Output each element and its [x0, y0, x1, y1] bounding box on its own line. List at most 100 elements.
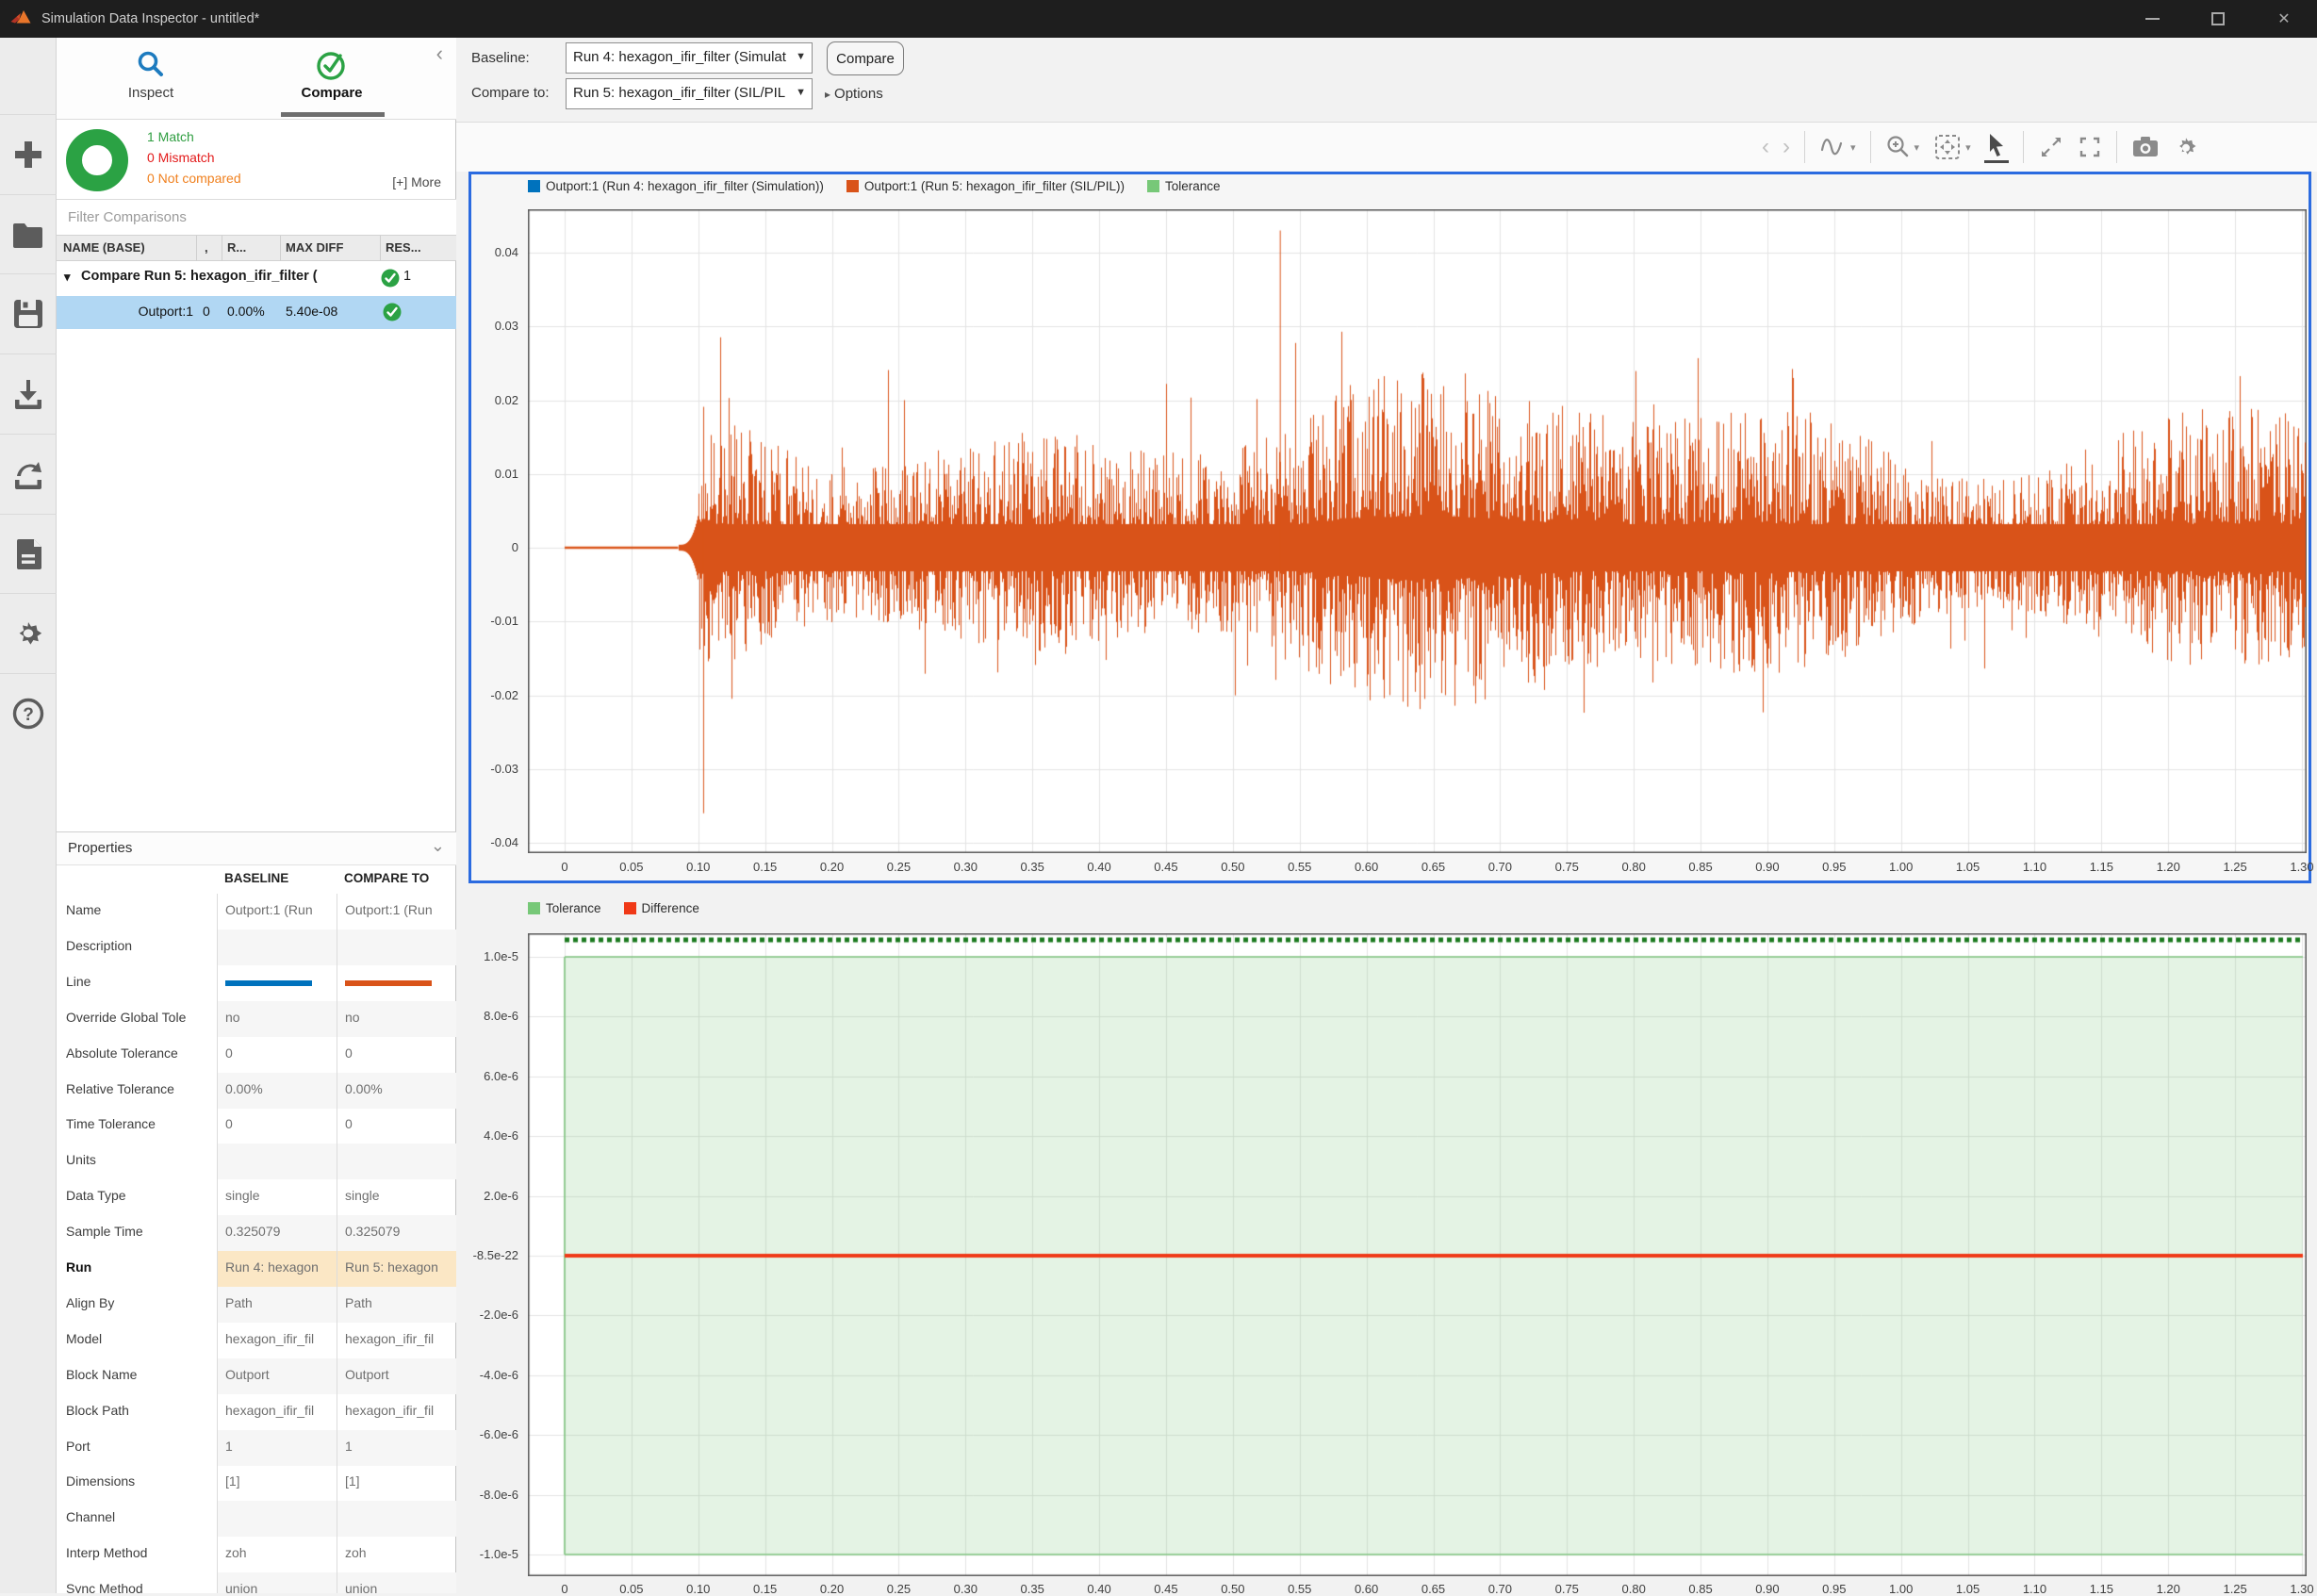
x-tick-label: 1.30 — [2290, 860, 2314, 874]
sidebar-export-icon[interactable] — [0, 433, 57, 514]
y-tick-label: -8.0e-6 — [479, 1487, 518, 1502]
legend-swatch — [846, 180, 859, 192]
sidebar-save-icon[interactable] — [0, 273, 57, 354]
property-value-baseline — [217, 964, 337, 1001]
col-rel[interactable]: R... — [227, 240, 247, 255]
fullscreen-icon[interactable] — [2078, 135, 2102, 159]
options-expander[interactable]: ▸ Options — [825, 86, 883, 102]
col-name-base[interactable]: NAME (BASE) — [63, 240, 145, 255]
properties-header[interactable]: Properties ⌄ — [57, 831, 456, 865]
previous-icon[interactable]: ‹ — [1762, 134, 1769, 159]
fit-to-view-icon[interactable]: ▾ — [1932, 133, 1971, 161]
matlab-logo — [10, 10, 31, 24]
property-row-data-type: Data Type single single — [57, 1179, 456, 1216]
property-value-compare-to: hexagon_ifir_fil — [337, 1393, 456, 1430]
chevron-down-icon[interactable]: ⌄ — [430, 836, 445, 855]
y-tick-label: -8.5e-22 — [472, 1248, 518, 1262]
minimize-button[interactable] — [2119, 0, 2185, 38]
signal-chart-plot[interactable] — [528, 209, 2307, 853]
options-caret-icon: ▸ — [825, 88, 831, 101]
x-tick-label: 0.60 — [1354, 1582, 1379, 1596]
toolbar-divider — [1804, 131, 1805, 163]
property-value-compare-to: Outport — [337, 1357, 456, 1394]
expander-icon[interactable]: ▾ — [64, 270, 71, 284]
x-tick-label: 1.00 — [1889, 1582, 1914, 1596]
svg-text:?: ? — [23, 705, 34, 725]
property-value-compare-to: 0.325079 — [337, 1215, 456, 1252]
x-tick-label: 1.05 — [1955, 860, 1980, 874]
property-row-relative-tolerance: Relative Tolerance 0.00% 0.00% — [57, 1072, 456, 1109]
legend-swatch — [623, 902, 636, 914]
baseline-label: Baseline: — [471, 50, 530, 66]
legend-swatch — [528, 180, 540, 192]
property-value-baseline — [217, 1144, 337, 1180]
property-value-compare-to: zoh — [337, 1537, 456, 1573]
signal-name: Outport:1 — [138, 304, 193, 319]
col-result[interactable]: RES... — [386, 240, 421, 255]
property-row-name: Name Outport:1 (Run Outport:1 (Run — [57, 894, 456, 930]
property-value-baseline: zoh — [217, 1537, 337, 1573]
difference-chart-plot[interactable] — [528, 933, 2307, 1576]
more-link[interactable]: [+] More — [392, 174, 441, 189]
x-tick-label: 1.15 — [2089, 1582, 2113, 1596]
col-max-diff[interactable]: MAX DIFF — [286, 240, 344, 255]
signal-abs-diff: 0 — [203, 304, 210, 319]
y-tick-label: 0 — [511, 540, 518, 554]
y-tick-label: 0.01 — [494, 466, 518, 481]
property-row-interp-method: Interp Method zoh zoh — [57, 1537, 456, 1573]
collapse-panel-icon[interactable]: ‹ — [435, 41, 443, 65]
y-tick-label: 0.04 — [494, 245, 518, 259]
comparison-group-row[interactable]: ▾ Compare Run 5: hexagon_ifir_filter ( 1 — [57, 261, 456, 296]
not-compared-count: 0 Not compared — [147, 171, 241, 186]
legend-item: Tolerance — [1147, 179, 1221, 193]
sidebar-add-icon[interactable] — [0, 114, 57, 194]
next-icon[interactable]: › — [1783, 134, 1790, 159]
zoom-in-icon[interactable]: ▾ — [1885, 134, 1919, 160]
snapshot-icon[interactable] — [2131, 134, 2160, 160]
close-button[interactable]: ✕ — [2277, 11, 2291, 27]
col-abs[interactable]: , — [205, 240, 208, 255]
property-label: Name — [66, 902, 102, 917]
x-tick-label: 0.45 — [1154, 860, 1178, 874]
x-tick-label: 1.20 — [2156, 860, 2180, 874]
window-title: Simulation Data Inspector - untitled* — [41, 11, 260, 26]
compare-button[interactable]: Compare — [827, 41, 904, 75]
x-tick-label: 0.95 — [1822, 860, 1847, 874]
baseline-dropdown[interactable]: Run 4: hexagon_ifir_filter (Simulat ▼ — [566, 42, 813, 74]
property-value-baseline — [217, 929, 337, 965]
tab-inspect[interactable]: Inspect — [75, 47, 226, 101]
sidebar-help-icon[interactable]: ? — [0, 672, 57, 753]
signal-options-icon[interactable]: ▾ — [1819, 134, 1856, 160]
property-value-compare-to: Outport:1 (Run — [337, 894, 456, 930]
x-tick-label: 0.50 — [1221, 860, 1245, 874]
compare-to-dropdown-value: Run 5: hexagon_ifir_filter (SIL/PIL — [573, 85, 786, 101]
expand-icon[interactable] — [2038, 134, 2064, 160]
sidebar-open-folder-icon[interactable] — [0, 193, 57, 274]
property-value-baseline: 0 — [217, 1108, 337, 1144]
sidebar-preferences-icon[interactable] — [0, 593, 57, 673]
chart-settings-icon[interactable] — [2173, 134, 2199, 160]
tab-compare-label: Compare — [301, 85, 363, 101]
property-label: Block Name — [66, 1366, 138, 1382]
y-tick-label: -0.04 — [490, 835, 518, 849]
compare-bar: Baseline: Run 4: hexagon_ifir_filter (Si… — [456, 38, 2317, 123]
tab-compare[interactable]: Compare — [256, 47, 407, 101]
y-tick-label: 4.0e-6 — [484, 1128, 518, 1144]
signal-row-outport1[interactable]: Outport:1 0 0.00% 5.40e-08 — [57, 296, 456, 329]
maximize-button[interactable] — [2185, 0, 2251, 38]
x-tick-label: 0.80 — [1621, 860, 1646, 874]
property-label: Model — [66, 1330, 103, 1346]
x-tick-label: 0.25 — [886, 1582, 912, 1596]
x-tick-label: 0.35 — [1020, 1582, 1044, 1596]
y-tick-label: -2.0e-6 — [479, 1308, 518, 1323]
property-label: Dimensions — [66, 1473, 136, 1489]
pointer-icon[interactable] — [1983, 132, 2009, 163]
property-value-baseline: 0 — [217, 1036, 337, 1073]
sidebar-import-icon[interactable] — [0, 354, 57, 434]
property-row-model: Model hexagon_ifir_fil hexagon_ifir_fil — [57, 1322, 456, 1358]
sidebar-report-icon[interactable] — [0, 513, 57, 594]
group-pass-icon — [381, 269, 400, 291]
compare-to-dropdown[interactable]: Run 5: hexagon_ifir_filter (SIL/PIL ▼ — [566, 78, 813, 109]
filter-comparisons-input[interactable] — [57, 200, 456, 235]
x-tick-label: 0.55 — [1288, 1582, 1312, 1596]
